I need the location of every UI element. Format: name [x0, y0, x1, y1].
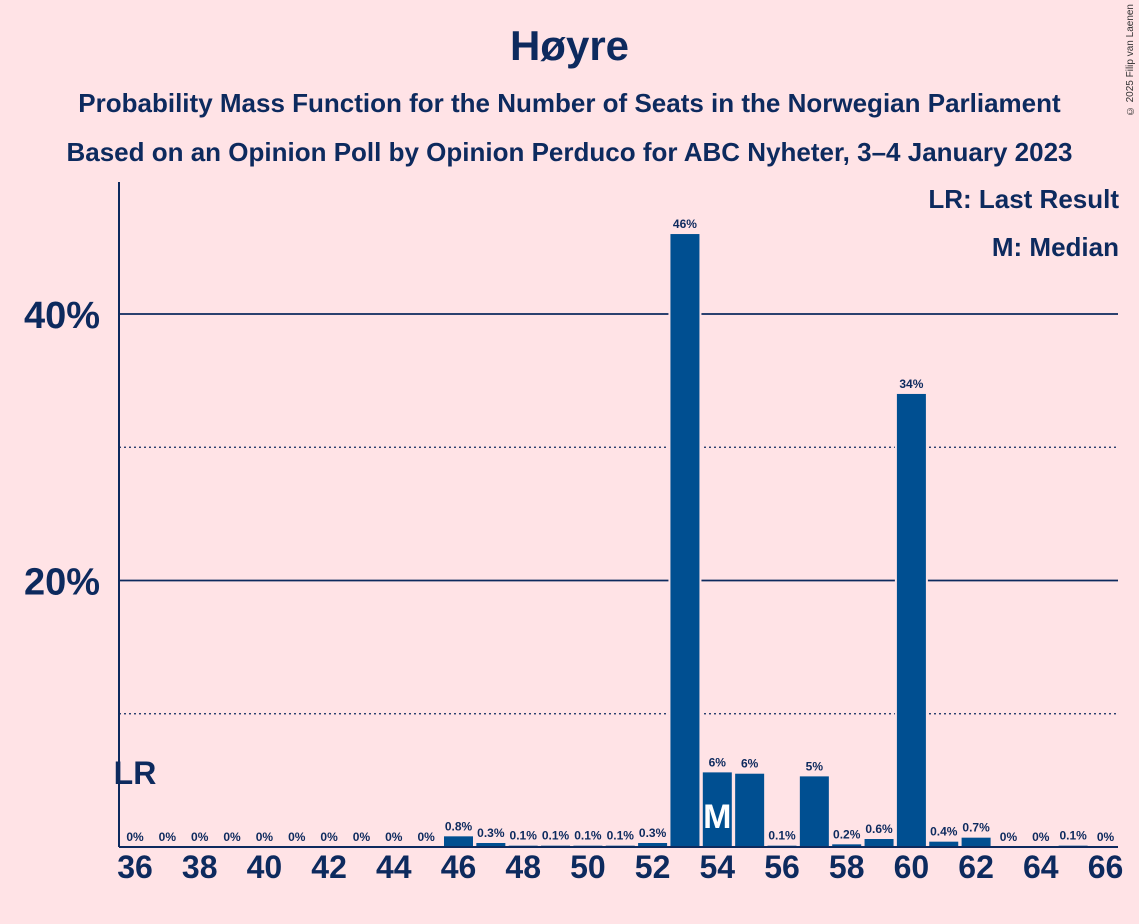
data-label: 6% — [741, 757, 759, 771]
bar-seats-47 — [476, 843, 506, 847]
bar-seats-54 — [702, 772, 732, 847]
data-label: 0.1% — [542, 829, 570, 843]
x-tick-label: 64 — [1023, 849, 1059, 885]
median-marker: M — [703, 798, 731, 836]
bar-seats-53 — [670, 234, 700, 848]
bar-seats-46 — [444, 836, 473, 847]
data-label: 0% — [126, 830, 144, 844]
data-label: 0% — [159, 830, 177, 844]
x-tick-label: 56 — [764, 849, 800, 885]
data-label: 0% — [417, 830, 435, 844]
data-label: 6% — [709, 755, 727, 769]
last-result-marker: LR — [114, 755, 157, 791]
x-tick-label: 48 — [505, 849, 541, 885]
data-label: 0.1% — [768, 829, 796, 843]
bar-seats-52 — [638, 843, 668, 847]
bar-seats-61 — [929, 841, 959, 847]
data-label: 0.6% — [865, 822, 893, 836]
data-label: 0.7% — [962, 821, 990, 835]
bar-seats-58 — [832, 844, 862, 847]
data-label: 0% — [385, 830, 403, 844]
x-tick-label: 44 — [376, 849, 412, 885]
data-label: 46% — [673, 217, 697, 231]
x-tick-label: 52 — [635, 849, 671, 885]
data-label: 34% — [899, 377, 923, 391]
data-label: 0% — [288, 830, 306, 844]
data-label: 0.3% — [639, 826, 667, 840]
y-tick-label: 20% — [24, 562, 100, 604]
bar-seats-60 — [896, 393, 926, 847]
x-tick-label: 62 — [958, 849, 994, 885]
bar-seats-62 — [961, 837, 991, 847]
y-tick-label: 40% — [24, 295, 100, 337]
data-label: 0.4% — [930, 825, 958, 839]
data-label: 0% — [1097, 830, 1115, 844]
chart-subtitle-source: Based on an Opinion Poll by Opinion Perd… — [66, 137, 1073, 167]
data-label: 0% — [223, 830, 241, 844]
data-label: 0.1% — [510, 829, 538, 843]
data-label: 5% — [806, 759, 824, 773]
data-label: 0% — [1032, 830, 1050, 844]
x-tick-label: 36 — [117, 849, 153, 885]
bar-seats-55 — [735, 773, 765, 847]
x-tick-label: 50 — [570, 849, 606, 885]
x-tick-label: 40 — [247, 849, 283, 885]
chart-title: Høyre — [509, 22, 630, 69]
x-tick-label: 54 — [700, 849, 736, 885]
data-label: 0% — [191, 830, 209, 844]
data-label: 0.3% — [477, 826, 505, 840]
chart-subtitle: Probability Mass Function for the Number… — [78, 88, 1061, 118]
x-tick-label: 58 — [829, 849, 865, 885]
x-tick-label: 38 — [182, 849, 218, 885]
data-label: 0.1% — [1059, 829, 1087, 843]
data-label: 0% — [256, 830, 274, 844]
data-label: 0.2% — [833, 827, 861, 841]
legend-last-result: LR: Last Result — [928, 184, 1119, 214]
data-label: 0.8% — [445, 819, 473, 833]
data-label: 0.1% — [574, 829, 602, 843]
x-tick-label: 66 — [1088, 849, 1124, 885]
data-label: 0% — [353, 830, 371, 844]
x-tick-label: 42 — [311, 849, 347, 885]
bar-seats-57 — [799, 776, 829, 847]
data-label: 0.1% — [607, 829, 635, 843]
bar-seats-59 — [864, 839, 894, 847]
data-label: 0% — [320, 830, 338, 844]
data-label: 0% — [1000, 830, 1018, 844]
legend-median: M: Median — [991, 232, 1119, 262]
x-tick-label: 60 — [894, 849, 930, 885]
x-tick-label: 46 — [441, 849, 477, 885]
